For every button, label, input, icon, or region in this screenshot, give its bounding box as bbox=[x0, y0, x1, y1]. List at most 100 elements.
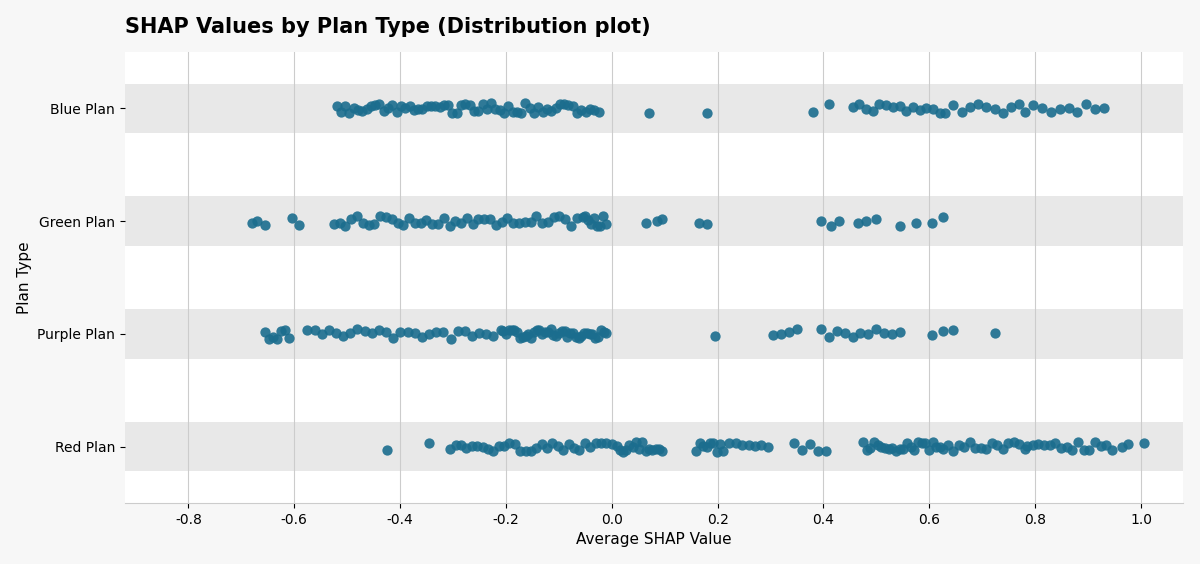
Point bbox=[391, 102, 410, 111]
Point bbox=[451, 218, 470, 227]
Bar bbox=[125, 309, 1183, 359]
Point bbox=[498, 214, 517, 223]
Point bbox=[271, 327, 290, 336]
Point bbox=[348, 325, 367, 334]
Point bbox=[359, 220, 378, 229]
Point bbox=[690, 218, 709, 227]
Point bbox=[355, 327, 374, 336]
Point bbox=[701, 438, 720, 447]
Point bbox=[1057, 442, 1076, 451]
Point bbox=[932, 212, 952, 221]
Point bbox=[653, 447, 672, 456]
Point bbox=[588, 333, 607, 342]
Point bbox=[630, 444, 649, 453]
Point bbox=[578, 215, 598, 224]
Point bbox=[982, 438, 1001, 447]
Bar bbox=[125, 83, 1183, 133]
Point bbox=[894, 444, 913, 453]
Point bbox=[443, 109, 462, 118]
Point bbox=[383, 100, 402, 109]
Point bbox=[510, 334, 529, 343]
Point bbox=[732, 440, 751, 450]
Point bbox=[1097, 440, 1116, 450]
Point bbox=[377, 327, 396, 336]
Point bbox=[943, 326, 962, 335]
Point bbox=[646, 444, 665, 453]
Point bbox=[491, 325, 510, 334]
Point bbox=[547, 332, 566, 341]
Y-axis label: Plan Type: Plan Type bbox=[17, 241, 31, 314]
Point bbox=[1094, 103, 1114, 112]
Point bbox=[344, 104, 364, 113]
Point bbox=[312, 330, 331, 339]
Point bbox=[490, 442, 509, 451]
Point bbox=[508, 328, 527, 337]
Point bbox=[340, 108, 359, 117]
Point bbox=[887, 447, 906, 456]
Point bbox=[697, 108, 716, 117]
Point bbox=[977, 103, 996, 112]
Point bbox=[516, 447, 535, 456]
Point bbox=[569, 333, 588, 342]
Point bbox=[640, 444, 659, 453]
Point bbox=[707, 447, 726, 456]
Point bbox=[960, 438, 979, 447]
Point bbox=[469, 215, 488, 224]
Point bbox=[388, 219, 407, 228]
Point bbox=[533, 219, 552, 228]
Point bbox=[515, 217, 534, 226]
Point bbox=[1024, 100, 1043, 109]
Point bbox=[400, 102, 419, 111]
Point bbox=[643, 446, 662, 455]
Point bbox=[739, 440, 758, 450]
Point bbox=[602, 439, 622, 448]
Point bbox=[499, 102, 518, 111]
Point bbox=[544, 213, 563, 222]
Point bbox=[542, 439, 562, 448]
Point bbox=[1076, 99, 1096, 108]
Point bbox=[556, 214, 575, 223]
Point bbox=[1028, 439, 1048, 448]
Point bbox=[529, 103, 548, 112]
Point bbox=[538, 443, 557, 452]
Point bbox=[752, 440, 772, 450]
Point bbox=[863, 107, 882, 116]
Point bbox=[994, 109, 1013, 118]
Point bbox=[388, 108, 407, 117]
Point bbox=[916, 438, 935, 447]
Point bbox=[787, 325, 806, 334]
Point bbox=[581, 105, 600, 114]
Point bbox=[550, 212, 569, 221]
Point bbox=[366, 101, 385, 110]
Point bbox=[520, 104, 539, 113]
Point bbox=[563, 102, 582, 111]
Point bbox=[866, 324, 886, 333]
Point bbox=[896, 107, 916, 116]
Point bbox=[988, 440, 1007, 450]
Point bbox=[521, 446, 540, 455]
Point bbox=[803, 107, 822, 116]
Point bbox=[584, 214, 604, 223]
Point bbox=[396, 103, 415, 112]
Point bbox=[1018, 442, 1037, 451]
Point bbox=[503, 107, 522, 116]
Point bbox=[758, 443, 778, 452]
Point bbox=[571, 105, 590, 114]
Point bbox=[524, 109, 544, 118]
Point bbox=[816, 446, 835, 455]
Point bbox=[499, 325, 518, 334]
Point bbox=[636, 446, 655, 455]
Point bbox=[623, 442, 642, 451]
Point bbox=[492, 217, 511, 226]
Point bbox=[971, 444, 990, 453]
Point bbox=[890, 328, 910, 337]
Point bbox=[649, 444, 668, 453]
Point bbox=[533, 329, 552, 338]
Point bbox=[901, 442, 920, 451]
Point bbox=[977, 444, 996, 453]
Point bbox=[710, 440, 730, 449]
Point bbox=[890, 444, 910, 453]
Point bbox=[374, 107, 394, 116]
Point bbox=[872, 443, 892, 452]
Point bbox=[944, 447, 964, 456]
